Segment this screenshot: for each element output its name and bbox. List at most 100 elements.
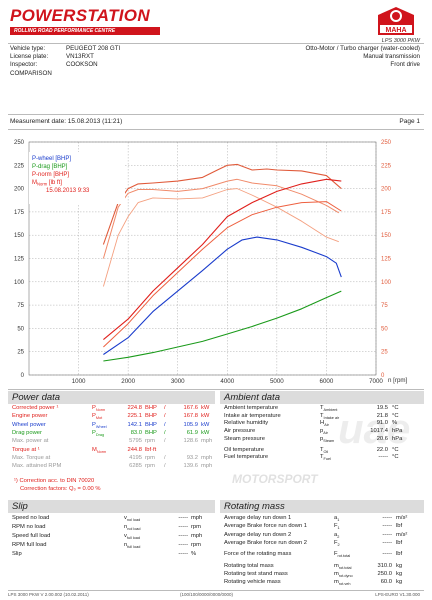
power-separator: /: [164, 454, 166, 461]
data-row: Rotating total mass mrot.total 310.0 kg: [220, 563, 424, 571]
data-row: Engine power PMot 225.1 BHP / 167.8 kW: [8, 413, 215, 421]
rotating-label: Average Brake force run down 1: [224, 523, 308, 530]
power-separator: /: [164, 421, 166, 428]
rotating-value: -----: [382, 551, 392, 558]
x-tick-label: 5000: [270, 378, 284, 385]
power-data-title: Power data: [8, 391, 215, 404]
power-unit-2: mph: [201, 454, 213, 461]
x-tick-label: 6000: [320, 378, 334, 385]
rotating-symbol: Frot.total: [334, 551, 351, 559]
y-right-tick-label: 250: [381, 140, 392, 146]
ambient-label: Steam pressure: [224, 435, 265, 442]
page-number: Page 1: [399, 118, 420, 125]
data-row: Wheel power PWheel 142.1 BHP / 105.9 kW: [8, 422, 215, 430]
rotating-symbol: mrot.total: [334, 562, 352, 570]
slip-unit: rpm: [191, 524, 201, 531]
power-value-2: 105.9: [183, 421, 198, 428]
series-line: [102, 178, 340, 259]
ambient-label: Fuel temperature: [224, 454, 269, 461]
power-unit-2: kW: [201, 421, 210, 428]
measurement-date: Measurement date: 15.08.2013 (11:21): [10, 118, 123, 125]
data-row: Relative humidity HAir 91.0%: [220, 420, 424, 428]
power-separator: /: [164, 463, 166, 470]
y-right-tick-label: 25: [381, 350, 388, 356]
license-plate-label: License plate:: [10, 53, 49, 60]
power-unit-1: BHP: [145, 429, 157, 436]
brand-subtitle: ROLLING ROAD PERFORMANCE CENTRE: [10, 27, 160, 35]
y-right-tick-label: 50: [381, 326, 388, 332]
header-divider: [8, 43, 424, 44]
power-value-2: 128.6: [183, 438, 198, 445]
brand-logo: POWERSTATION: [10, 6, 150, 25]
ambient-label: Air pressure: [224, 428, 256, 435]
watermark-text: MOTORSPORT: [232, 472, 318, 486]
data-row: Corrected power ¹ PNorm 224.8 BHP / 167.6 kW: [8, 405, 215, 413]
rotating-value: 60.0: [380, 579, 392, 586]
ambient-label: Ambient temperature: [224, 405, 279, 411]
power-value-2: 93.2: [186, 454, 198, 461]
rotating-symbol: a1: [334, 515, 340, 523]
slip-label: Slip: [12, 551, 22, 558]
data-row: Rotating test stand mass mrot.dyno 250.0 kg: [220, 571, 424, 579]
power-symbol: PWheel: [92, 421, 107, 429]
data-row: Intake air temperature TIntake air 21.8 °C: [220, 413, 424, 421]
y-right-tick-label: 225: [381, 163, 392, 169]
series-line: [102, 163, 342, 245]
ambient-data-rows: Ambient temperature TAmbient 19.5 °C Intake …: [220, 405, 424, 465]
power-unit-2: kW: [201, 429, 210, 436]
rotating-mass-panel: Rotating mass: [220, 500, 424, 513]
vehicle-info: Vehicle type: PEUGEOT 208 GTI License pla…: [10, 45, 120, 78]
rotating-label: Rotating vehicle mass: [224, 579, 281, 586]
x-tick-label: 7000: [369, 378, 383, 385]
ambient-symbol: HAir: [320, 420, 329, 428]
data-row: Fuel temperature TFuel ----- °C: [220, 454, 424, 462]
ambient-data-panel: Ambient data: [220, 391, 424, 404]
power-value-2: 61.9: [186, 429, 198, 436]
ambient-unit: °C: [392, 412, 399, 419]
data-row: Average delay run down 1 a1 ----- m/s²: [220, 515, 424, 523]
power-symbol: PMot: [92, 413, 103, 421]
power-separator: /: [164, 429, 166, 436]
ambient-symbol: TOil: [320, 446, 329, 454]
ambient-value: 22.0: [376, 446, 388, 453]
ambient-unit: °C: [392, 454, 399, 461]
data-row: Max. power at 5795 rpm / 128.6 mph: [8, 438, 215, 446]
power-unit-1: BHP: [145, 405, 157, 411]
slip-symbol: nnol load: [124, 524, 141, 532]
power-symbol: PNorm: [92, 405, 106, 413]
footer-divider: [8, 590, 424, 591]
footer-version: LPS 3000 PKW V 2.00.002 (10.02.2011): [8, 592, 89, 597]
power-value-1: 83.0: [130, 429, 142, 436]
rotating-unit: lbf: [396, 551, 403, 558]
ambient-value: -----: [378, 454, 388, 461]
ambient-symbol: TFuel: [320, 454, 331, 462]
power-label: Max. attained RPM: [12, 463, 62, 470]
x-axis-label: n [rpm]: [388, 377, 408, 384]
rotating-unit: kg: [396, 570, 403, 577]
engine-info: Otto-Motor / Turbo charger (water-cooled…: [305, 45, 420, 69]
power-label: Wheel power: [12, 421, 46, 428]
data-row: Speed no load vnol load ----- mph: [8, 515, 215, 523]
power-label: Torque at ¹: [12, 446, 40, 453]
power-value-1: 224.8: [127, 405, 142, 411]
drive-type: Front drive: [390, 61, 420, 68]
x-tick-label: 2000: [121, 378, 135, 385]
watermark-logo: uae: [338, 405, 411, 452]
data-row: Average Brake force run down 1 F1 ----- lbf: [220, 523, 424, 531]
slip-unit: rpm: [191, 542, 201, 549]
data-row: Drag power PDrag 83.0 BHP / 61.9 kW: [8, 430, 215, 438]
footer-euro: LPS-EURO V1.30.000: [375, 592, 420, 597]
power-unit-1: rpm: [145, 454, 155, 461]
rotating-mass-rows: Average delay run down 1 a1 ----- m/s² Avera…: [220, 515, 424, 591]
slip-label: RPM no load: [12, 524, 46, 531]
power-unit-1: rpm: [145, 463, 155, 470]
ambient-value: 20.6: [376, 435, 388, 442]
info-divider: [8, 114, 424, 115]
license-plate-value: VN13RXT: [66, 53, 94, 60]
power-unit-1: BHP: [145, 421, 157, 428]
power-value-1: 5795: [129, 438, 142, 445]
power-label: Drag power: [12, 429, 42, 436]
data-row: Rotating vehicle mass mrot.veh 60.0 kg: [220, 579, 424, 587]
data-row: Max. attained RPM 6285 rpm / 139.6 mph: [8, 463, 215, 471]
ambient-unit: °C: [392, 405, 399, 411]
